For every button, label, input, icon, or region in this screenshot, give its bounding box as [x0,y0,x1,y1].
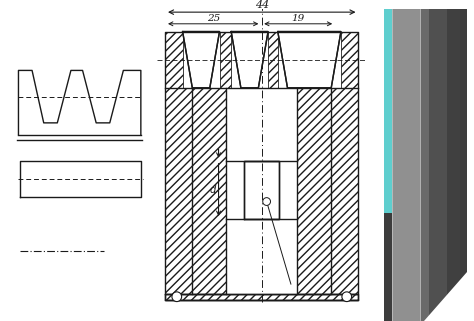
Bar [419,9,429,321]
Bar [165,294,358,299]
Bar [383,9,392,213]
Polygon shape [268,31,278,88]
Polygon shape [226,88,297,161]
Bar [392,9,419,321]
Polygon shape [226,161,244,219]
Polygon shape [297,88,331,294]
Polygon shape [219,31,231,88]
Polygon shape [279,161,297,219]
Polygon shape [226,219,297,294]
Bar [447,9,460,321]
Polygon shape [165,88,192,294]
Circle shape [263,198,271,205]
Polygon shape [231,31,268,88]
Polygon shape [165,31,182,88]
Text: 25: 25 [207,14,220,23]
Polygon shape [341,31,358,88]
Bar [165,294,358,299]
Polygon shape [182,31,219,88]
Bar [383,9,467,321]
Polygon shape [424,273,467,321]
Circle shape [342,292,352,301]
Polygon shape [331,88,358,294]
Polygon shape [278,31,341,88]
Text: 44: 44 [255,0,269,10]
Text: d: d [210,185,216,195]
Polygon shape [192,88,226,294]
Text: 19: 19 [292,14,305,23]
Bar [226,88,297,294]
Circle shape [172,292,182,301]
Bar [244,161,279,219]
Bar [429,9,447,321]
